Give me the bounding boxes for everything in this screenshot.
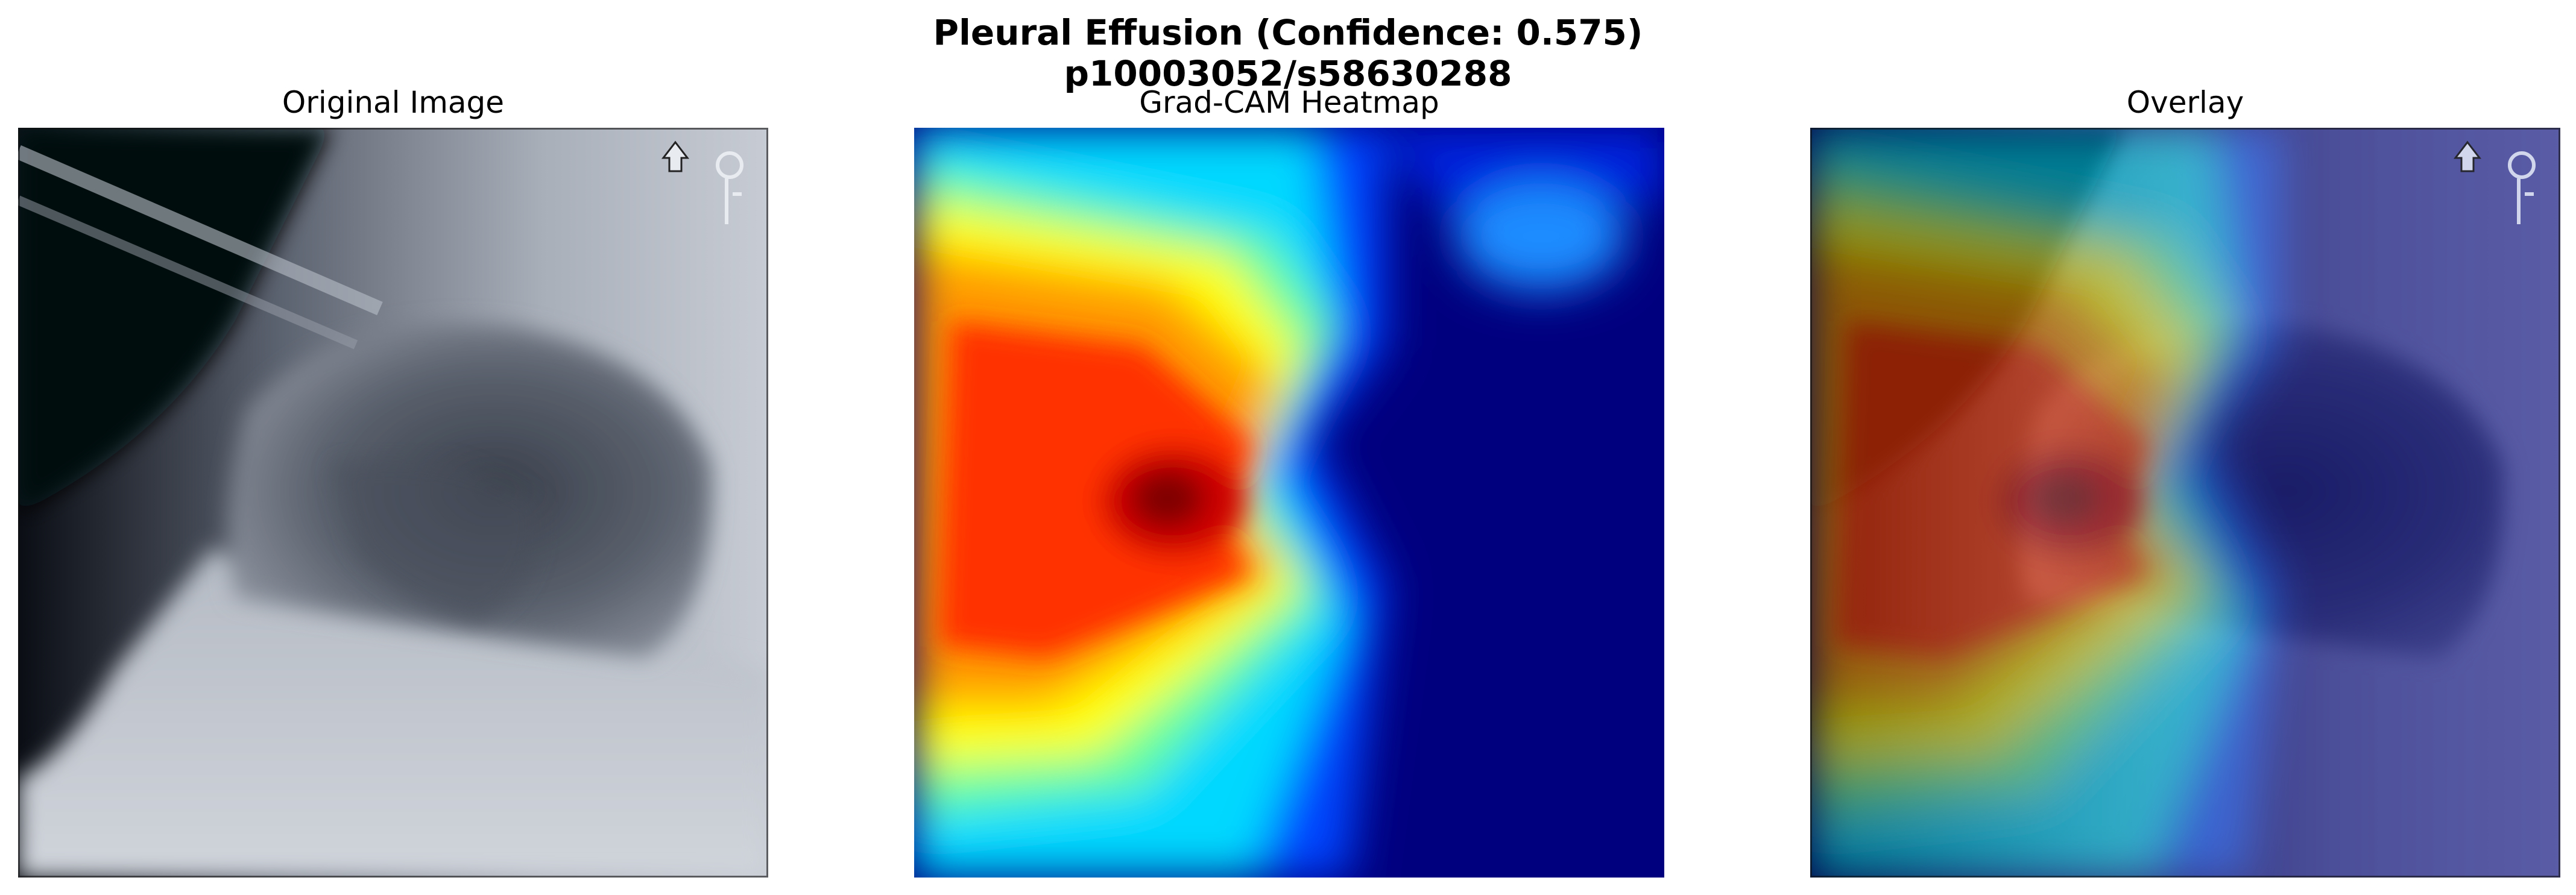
panel-title-original: Original Image xyxy=(282,85,505,120)
original-xray-image xyxy=(18,128,768,878)
figure-title: Pleural Effusion (Confidence: 0.575) xyxy=(933,12,1643,53)
figure-subtitle-study-id: p10003052/s58630288 xyxy=(1064,53,1512,94)
marker-icon xyxy=(661,140,743,224)
panel-title-overlay: Overlay xyxy=(2126,85,2244,120)
marker-icon xyxy=(2453,140,2536,224)
panel-title-heatmap: Grad-CAM Heatmap xyxy=(1139,85,1439,120)
gradcam-heatmap-image xyxy=(914,128,1664,878)
overlay-image xyxy=(1810,128,2560,878)
